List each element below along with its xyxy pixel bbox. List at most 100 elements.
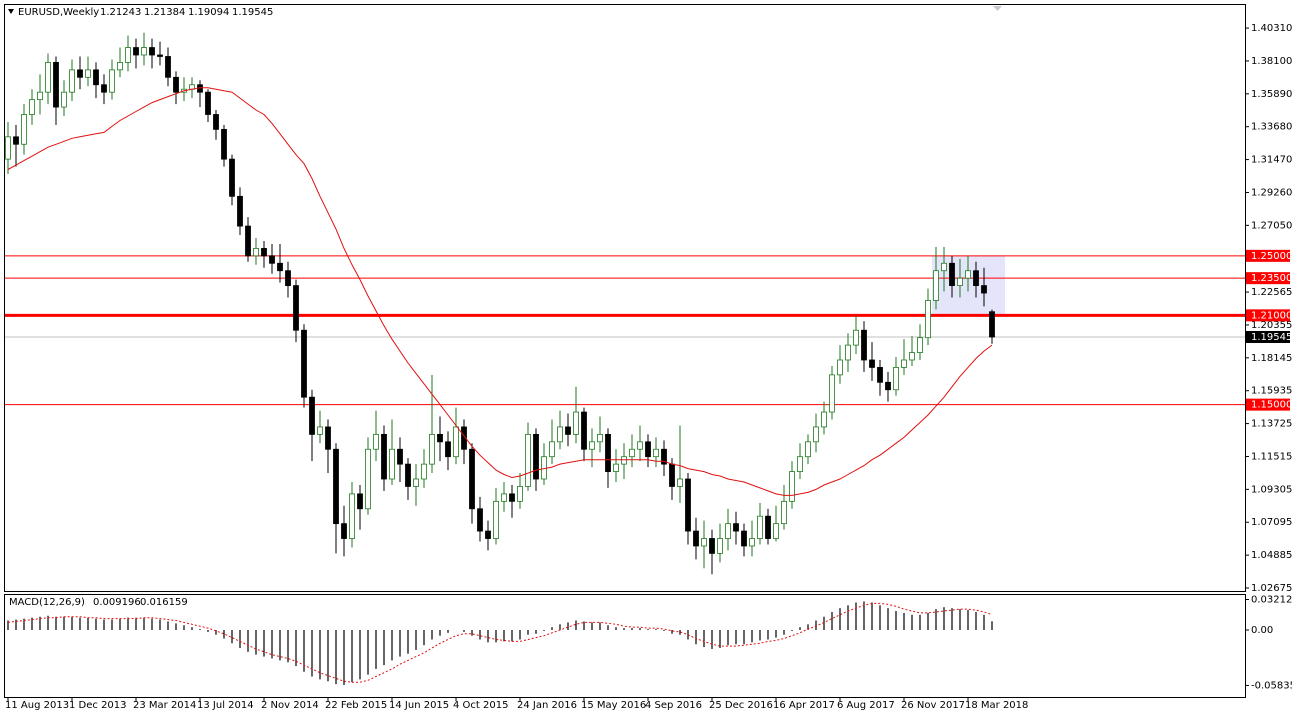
menu-arrow[interactable] (8, 9, 14, 14)
candle-body (21, 114, 27, 145)
candle-body (309, 396, 315, 435)
signal-line (7, 602, 993, 683)
x-tick-label: 14 Jun 2015 (389, 700, 449, 711)
y-tick-label: 1.09305 (1251, 484, 1292, 495)
candle-body (357, 493, 363, 510)
candle-body (853, 329, 859, 346)
candle-body (293, 285, 299, 331)
y-tick-label: 1.35890 (1251, 89, 1292, 100)
candle-body (645, 441, 651, 458)
candle-body (861, 329, 867, 361)
candle-body (877, 367, 883, 383)
candle-body (581, 411, 587, 450)
candle-body (29, 99, 35, 115)
level-tag (1246, 398, 1290, 411)
candle-body (773, 523, 779, 539)
candle-body (141, 47, 147, 56)
candle-body (805, 441, 811, 458)
y-tick-label: 1.38100 (1251, 56, 1292, 67)
candle-body (125, 47, 131, 63)
candle-body (693, 530, 699, 547)
level-tag (1246, 272, 1290, 285)
candle-body (557, 426, 563, 443)
candle-body (701, 538, 707, 547)
candle-body (445, 441, 451, 458)
level-tag (1246, 249, 1290, 262)
candle-body (365, 448, 371, 510)
candle-body (709, 538, 715, 554)
macd-value: 0.009196 (93, 597, 141, 608)
candle-body (717, 538, 723, 554)
candle-body (661, 448, 667, 465)
candle-body (613, 463, 619, 472)
x-tick-label: 4 Oct 2015 (453, 700, 508, 711)
plot-layer: 1.40310 1.38100 1.35890 1.33680 1.31470 1.292… (5, 23, 1292, 711)
level-label: 1.23500 (1251, 273, 1292, 284)
high-value: 1.21384 (144, 7, 185, 18)
x-tick-label: 6 Aug 2017 (837, 700, 895, 711)
candle-body (173, 76, 179, 93)
candle-body (829, 374, 835, 413)
open-value: 1.21243 (100, 7, 141, 18)
candle-body (93, 69, 99, 86)
candle-body (765, 515, 771, 539)
candle-body (205, 91, 211, 115)
candle-body (869, 359, 875, 368)
level-label: 1.21000 (1251, 310, 1292, 321)
candle-body (629, 448, 635, 458)
macd-panel (4, 594, 1246, 698)
candle-body (221, 128, 227, 160)
candle-body (301, 329, 307, 398)
level-label: 1.15000 (1251, 400, 1292, 411)
candle-body (485, 530, 491, 539)
candle-body (677, 478, 683, 487)
candle-body (725, 523, 731, 539)
y-tick-label: 0.032123 (1251, 594, 1292, 605)
x-tick-label: 16 Apr 2017 (773, 700, 835, 711)
candle-body (813, 426, 819, 443)
candle-body (909, 352, 915, 361)
candle-body (413, 478, 419, 487)
candle-body (733, 523, 739, 532)
close-value: 1.19545 (232, 7, 273, 18)
candle-body (789, 471, 795, 502)
candle-body (85, 69, 91, 78)
candle-body (493, 500, 499, 539)
candle-body (285, 270, 291, 286)
candle-body (349, 493, 355, 539)
candle-body (973, 270, 979, 286)
level-tag (1246, 309, 1290, 322)
candle-body (69, 69, 75, 93)
candle-body (605, 433, 611, 472)
y-tick-label: 1.18145 (1251, 353, 1292, 364)
candle-body (229, 158, 235, 197)
x-tick-label: 4 Sep 2016 (645, 700, 702, 711)
x-tick-label: 15 May 2016 (581, 700, 646, 711)
y-tick-label: 1.40310 (1251, 23, 1292, 34)
candle-body (533, 433, 539, 480)
candle-body (933, 270, 939, 301)
candle-body (821, 411, 827, 428)
candle-body (509, 493, 515, 502)
candle-body (885, 381, 891, 391)
y-tick-label: 0.00 (1251, 625, 1273, 636)
candle-body (781, 500, 787, 525)
candle-body (925, 300, 931, 339)
x-tick-label: 26 Nov 2017 (901, 700, 965, 711)
candle-body (333, 448, 339, 525)
price-label: 1.19545 (1251, 332, 1292, 343)
candle-body (101, 84, 107, 93)
y-tick-label: -0.058359 (1251, 680, 1292, 691)
candle-body (109, 69, 115, 93)
candle-body (405, 463, 411, 487)
candle-body (373, 433, 379, 450)
candle-body (941, 262, 947, 272)
x-tick-label: 25 Dec 2016 (709, 700, 773, 711)
candle-body (957, 277, 963, 286)
level-label: 1.25000 (1251, 251, 1292, 262)
candle-body (901, 359, 907, 368)
y-tick-label: 1.20355 (1251, 320, 1292, 331)
candle-body (685, 478, 691, 532)
